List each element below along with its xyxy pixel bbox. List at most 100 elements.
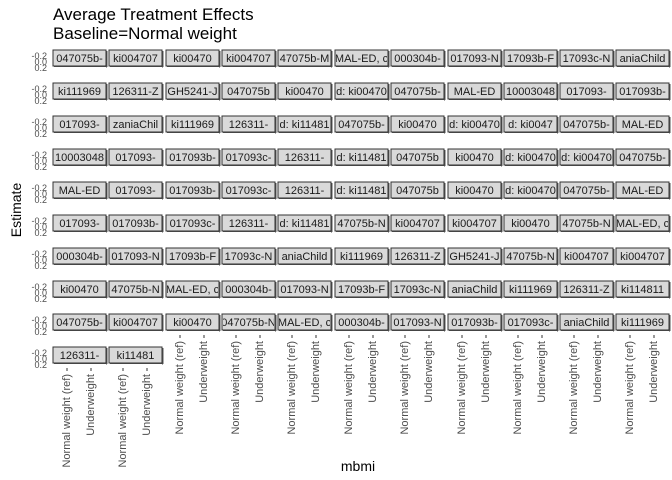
y-tick-label: -0.2 (31, 84, 47, 94)
x-tick-label: Normal weight (ref) (568, 341, 580, 435)
facet-strip-label: 017093-N (280, 284, 328, 296)
facet-strip (559, 280, 614, 298)
facet-strip-label: d: ki00470 (505, 152, 556, 164)
x-tick-label: Normal weight (ref) (174, 341, 186, 435)
facet-panel (616, 331, 669, 346)
facet-strip (334, 247, 389, 265)
facet-panel (222, 166, 275, 181)
facet-strip (390, 115, 445, 133)
facet-strip-label: d: ki11481 (337, 152, 387, 164)
y-tick-label: 0.2 (34, 261, 47, 271)
facet-panel (504, 199, 557, 214)
facet-strip (108, 148, 163, 166)
facet-panel (109, 265, 162, 280)
facet-strip-label: ki004707 (452, 218, 497, 230)
facet-panel (278, 331, 331, 346)
facet-strip (334, 214, 389, 232)
facet-strip-label: ki111969 (509, 284, 552, 296)
facet-strip-label: 47075b-N (562, 218, 610, 230)
facet-panel (335, 298, 388, 313)
facet-strip (390, 49, 445, 67)
facet-strip-label: 017093b- (112, 218, 159, 230)
facet-panel (335, 199, 388, 214)
y-tick-label: -0.2 (31, 348, 47, 358)
facet-strip-label: 000304b- (225, 284, 272, 296)
facet-strip (615, 181, 670, 199)
facet-strip (52, 49, 107, 67)
facet-strip-label: 017093- (566, 86, 607, 98)
x-axis-label: mbmi (340, 458, 376, 474)
facet-strip (559, 313, 614, 331)
facet-panel (391, 133, 444, 148)
x-tick-label: Underweight (592, 341, 604, 403)
facet-strip-label: ki11481 (117, 350, 155, 362)
y-tick-label: 0.0 (34, 90, 47, 100)
facet-strip-label: 47075b-N (337, 218, 385, 230)
facet-strip (108, 82, 163, 100)
facet-panel (53, 298, 106, 313)
facet-panel (560, 133, 613, 148)
facet-panel (616, 133, 669, 148)
y-tick-label: 0.2 (34, 294, 47, 304)
facet-strip-label: 10003048 (506, 86, 555, 98)
facet-strip (615, 247, 670, 265)
facet-strip (108, 214, 163, 232)
facet-strip (52, 115, 107, 133)
facet-strip (108, 346, 163, 364)
facet-panel (53, 133, 106, 148)
facet-panel (109, 298, 162, 313)
facet-strip (503, 181, 558, 199)
y-tick-label: 0.0 (34, 354, 47, 364)
x-tick-label: Underweight (198, 341, 210, 403)
facet-panel (448, 331, 501, 346)
facet-strip (221, 49, 276, 67)
facet-panel (560, 298, 613, 313)
facet-strip (503, 82, 558, 100)
facet-panel (560, 331, 613, 346)
facet-strip (615, 280, 670, 298)
y-tick-label: -0.2 (31, 183, 47, 193)
facet-strip (52, 247, 107, 265)
facet-strip-label: GH5241-J (449, 251, 499, 263)
facet-strip-label: 017093- (115, 152, 156, 164)
facet-strip (108, 280, 163, 298)
facet-strip-label: 017093c- (226, 152, 272, 164)
facet-strip (108, 247, 163, 265)
facet-panel (391, 232, 444, 247)
facet-strip (165, 82, 220, 100)
facet-strip (52, 346, 107, 364)
facet-panel (616, 265, 669, 280)
facet-strip-label: 017093c- (226, 185, 272, 197)
facet-strip-label: MAL-ED, c (278, 317, 332, 329)
facet-panel (109, 232, 162, 247)
facet-panel (448, 100, 501, 115)
facet-strip (559, 115, 614, 133)
facet-strip-label: 047075b (396, 152, 439, 164)
facet-strip (615, 313, 670, 331)
x-tick-label: Underweight (310, 341, 322, 403)
facet-strip (52, 280, 107, 298)
facet-strip (334, 49, 389, 67)
facet-panel (335, 232, 388, 247)
facet-strip (503, 247, 558, 265)
facet-strip (390, 247, 445, 265)
facet-strip-label: ki00470 (173, 53, 212, 65)
facet-panel (222, 133, 275, 148)
facet-panel (616, 298, 669, 313)
facet-strip-label: 126311- (229, 119, 269, 131)
facet-strip-label: 047075b- (394, 86, 441, 98)
facet-strip-label: d: ki11481 (280, 119, 330, 131)
facet-panel (391, 166, 444, 181)
facet-strip (447, 148, 502, 166)
facet-strip (52, 181, 107, 199)
facet-panel (53, 67, 106, 82)
facet-strip-label: d: ki0047 (508, 119, 553, 131)
facet-strip-label: 126311-Z (394, 251, 441, 263)
facet-strip-label: 17093b-F (507, 53, 554, 65)
facet-panel (504, 166, 557, 181)
facet-strip (277, 49, 332, 67)
facet-strip-label: 017093b- (619, 86, 666, 98)
facet-strip (221, 115, 276, 133)
facet-strip (334, 313, 389, 331)
facet-strip-label: 017093c- (170, 218, 216, 230)
